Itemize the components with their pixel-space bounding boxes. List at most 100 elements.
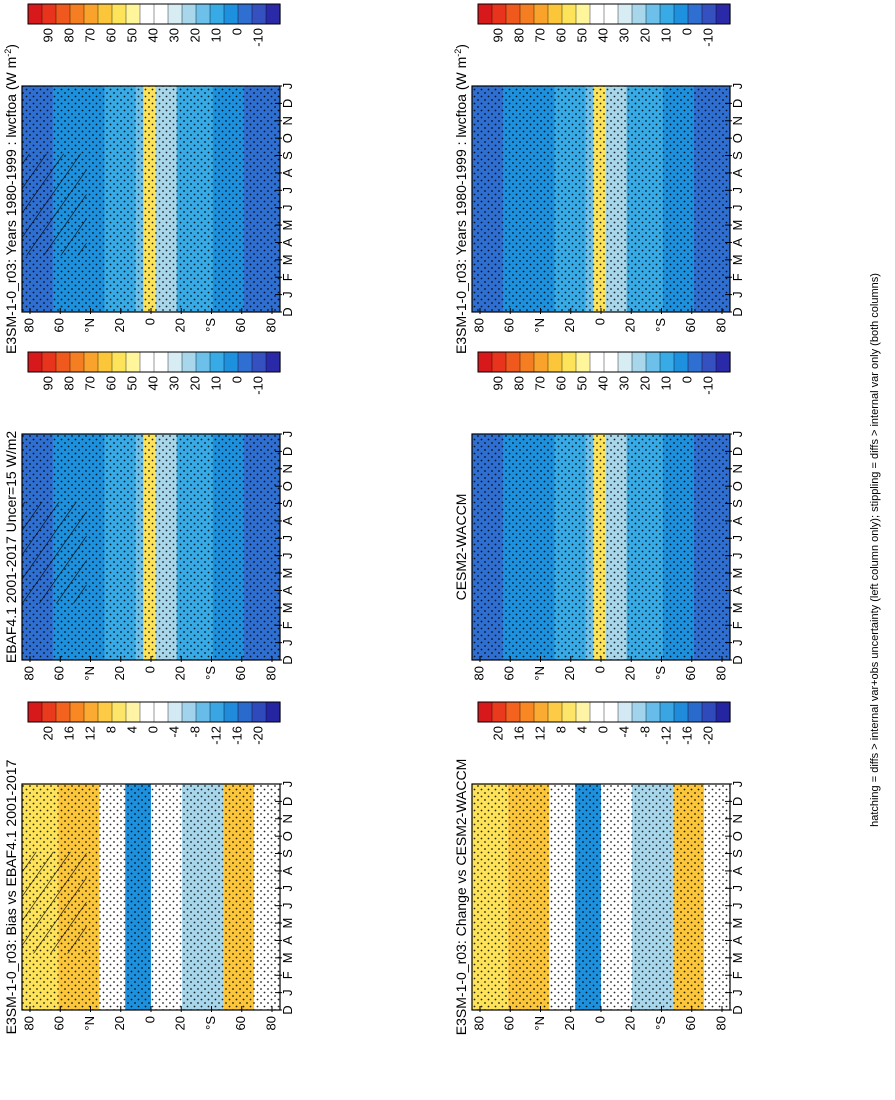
month-tick-label: A (280, 586, 295, 595)
colorbar-tick-label: -4 (166, 726, 181, 738)
colorbar-frame (27, 701, 281, 723)
lat-tick-label: 80 (471, 666, 486, 680)
month-tick-label: O (280, 831, 295, 841)
figure-footnote: hatching = diffs > internal var+obs unce… (869, 273, 881, 827)
colorbar-tick-label: 30 (166, 28, 181, 42)
month-tick-label: D (730, 99, 745, 108)
colorbar-swatch (55, 3, 71, 25)
colorbar-swatch (631, 3, 647, 25)
colorbar-tick-label: 40 (595, 28, 610, 42)
colorbar-swatch (715, 3, 731, 25)
colorbar-swatch (181, 3, 197, 25)
colorbar-tick-label: 0 (229, 28, 244, 35)
colorbar-swatch (181, 351, 197, 373)
month-tick-label: J (280, 781, 295, 788)
colorbar-frame (27, 351, 281, 373)
month-tick-label: A (280, 866, 295, 875)
month-tick-label: S (730, 151, 745, 160)
colorbar-swatch (547, 3, 563, 25)
month-tick-label: N (730, 116, 745, 125)
month-tick-label: D (280, 307, 295, 316)
colorbar-swatch (265, 3, 281, 25)
colorbar-swatch (645, 3, 661, 25)
colorbar-tick-label: 20 (187, 376, 202, 390)
colorbar-5: 90 80 70 60 50 40 30 20 10 0 -10 (477, 351, 731, 395)
month-tick-label: F (280, 621, 295, 629)
colorbar-tick-label: -10 (250, 376, 265, 395)
month-tick-label: J (280, 431, 295, 438)
month-tick-label: D (280, 99, 295, 108)
colorbar-swatch (97, 3, 113, 25)
colorbar-swatch (41, 351, 57, 373)
colorbar-tick-label: 10 (208, 28, 223, 42)
colorbar-swatch (153, 351, 169, 373)
colorbar-swatch (209, 351, 225, 373)
month-tick-label: O (730, 831, 745, 841)
panel-title: CESM2-WACCM (453, 494, 469, 601)
month-tick-label: M (730, 254, 745, 265)
month-tick-label: M (280, 602, 295, 613)
lat-tick-label: 0 (142, 318, 157, 325)
month-tick-label: J (280, 885, 295, 892)
lat-tick-label: 80 (471, 318, 486, 332)
colorbar-swatch (195, 3, 211, 25)
colorbar-tick-label: 0 (595, 726, 610, 733)
lat-tick-label: 80 (713, 666, 728, 680)
lat-tick-label: °S (203, 1016, 218, 1030)
month-tick-label: J (280, 291, 295, 298)
colorbar-swatch (251, 3, 267, 25)
colorbar-swatch (701, 3, 717, 25)
colorbar-swatch (83, 701, 99, 723)
month-tick-label: O (280, 481, 295, 491)
month-tick-label: M (730, 952, 745, 963)
colorbar-tick-label: 80 (61, 376, 76, 390)
lat-tick-label: 80 (713, 318, 728, 332)
colorbar-swatch (561, 3, 577, 25)
colorbar-swatch (589, 701, 605, 723)
lat-tick-label: 60 (233, 1016, 248, 1030)
lat-tick-label: 20 (112, 1016, 127, 1030)
colorbar-tick-label: -12 (658, 726, 673, 745)
lat-tick-label: °N (532, 318, 547, 333)
month-tick-label: A (730, 936, 745, 945)
colorbar-swatch (27, 701, 43, 723)
lat-tick-label: °N (82, 1016, 97, 1031)
month-tick-label: A (730, 586, 745, 595)
colorbar-tick-label: 30 (616, 28, 631, 42)
month-tick-label: N (730, 814, 745, 823)
colorbar-swatch (547, 351, 563, 373)
colorbar-tick-label: 50 (124, 376, 139, 390)
colorbar-swatch (589, 351, 605, 373)
colorbar-swatch (687, 701, 703, 723)
colorbar-frame (477, 701, 731, 723)
month-tick-label: M (730, 602, 745, 613)
month-tick-label: D (730, 447, 745, 456)
colorbar-swatch (55, 701, 71, 723)
colorbar-swatch (125, 701, 141, 723)
colorbar-swatch (27, 351, 43, 373)
colorbar-swatch (603, 3, 619, 25)
colorbar-swatch (589, 3, 605, 25)
colorbar-tick-label: 20 (187, 28, 202, 42)
colorbar-tick-label: 60 (103, 28, 118, 42)
colorbar-tick-label: -10 (250, 28, 265, 47)
panel-title: E3SM-1-0_r03: Bias vs EBAF4.1 2001-2017 (3, 759, 19, 1034)
lat-tick-label: 20 (623, 318, 638, 332)
panel-title: EBAF4.1 2001-2017 Uncer=15 W/m2 (3, 431, 19, 664)
colorbar-swatch (477, 3, 493, 25)
colorbar-tick-label: 10 (658, 28, 673, 42)
colorbar-swatch (111, 3, 127, 25)
colorbar-swatch (209, 3, 225, 25)
colorbar-swatch (477, 351, 493, 373)
panel-title: E3SM-1-0_r03: Years 1980-1999 : lwcftoa … (453, 44, 469, 354)
colorbar-swatch (167, 3, 183, 25)
colorbar-tick-label: -20 (250, 726, 265, 745)
month-tick-label: J (730, 885, 745, 892)
lat-tick-label: 60 (52, 318, 67, 332)
